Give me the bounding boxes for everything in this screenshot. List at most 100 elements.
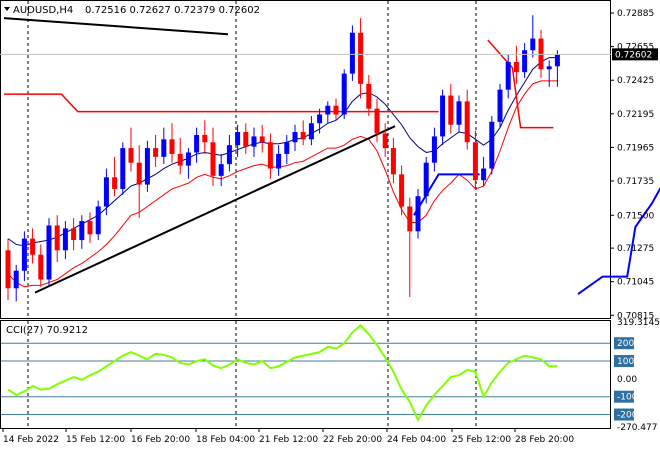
price-tick-label: 0.71735 [617,177,654,187]
candle-body [390,148,396,175]
candle-body [62,228,68,251]
cci-indicator [1,323,610,423]
candle-body [341,73,347,115]
candle-body [489,121,495,169]
candle-body [440,95,446,137]
cci-tick-label: 319.3145 [617,318,660,328]
price-tick-label: 0.72885 [617,9,654,19]
candle-body [5,250,11,289]
candle-body [95,206,101,235]
current-price-marker: 0.72602 [0,48,658,61]
candle-body [13,270,19,289]
price-tick-label: 0.72195 [617,110,654,120]
candle-body [325,105,331,115]
candle-body [308,123,314,140]
candle-body [79,221,85,241]
candle-body [251,136,257,147]
candle-body [497,89,503,122]
time-axis: 14 Feb 2022 15 Feb 12:00 16 Feb 20:00 18 Fe… [2,428,574,445]
candle-body [407,206,413,232]
candle-body [218,164,224,176]
price-tick-label: 0.71275 [617,244,654,254]
candle-body [554,54,560,67]
bollinger-lower-line [7,80,558,288]
candle-body [112,177,118,189]
candle-body [128,148,134,163]
candle-body [399,174,405,207]
candle-body [194,134,200,153]
cci-tick-badge [614,408,634,421]
candle-body [235,132,241,146]
candle-body [177,153,183,166]
candle-body [210,142,216,176]
candle-body [448,95,454,125]
cci-tick-label: -200 [617,411,638,421]
price-tick-label: 0.71045 [617,278,654,288]
candle-body [144,148,150,185]
candle-body [333,105,339,115]
candle-body [276,153,282,169]
symbol-label: AUDUSD,H4 [13,5,73,16]
cci-axis: 319.3145 200 100 0.00 -100 -200 -270.477 [614,318,660,433]
candle-body [87,221,93,235]
candle-body [226,145,232,165]
candle-body [54,225,60,251]
red-stop-line [4,93,439,113]
time-tick-label: 14 Feb 2022 [3,435,59,445]
candle-body [431,136,437,163]
candle-body [46,225,52,280]
current-price-label: 0.72602 [615,50,652,60]
candle-body [366,83,372,109]
candle-body [153,148,159,157]
time-tick-label: 24 Feb 04:00 [387,435,446,445]
candle-body [546,66,552,70]
price-tick-label: 0.71500 [617,211,654,221]
time-tick-label: 22 Feb 20:00 [323,435,382,445]
price-tick-label: 0.71965 [617,143,654,153]
cci-tick-badge [614,390,634,403]
candle-body [505,61,511,90]
cci-tick-badge [614,355,634,368]
trend-line-support [34,125,396,294]
candle-body [456,101,462,125]
candle-body [382,133,388,149]
ohlc-label: 0.72516 0.72627 0.72379 0.72602 [85,5,260,16]
blue-stop-line [577,186,660,295]
price-axis: 0.72885 0.72655 0.72425 0.72195 0.71965 0.717… [610,9,654,321]
cci-tick-badge [614,337,634,350]
cci-tick-label: 200 [617,339,634,349]
candle-body [472,142,478,181]
price-tick-label: 0.72425 [617,76,654,86]
candle-body [292,132,298,143]
candle-body [21,238,27,271]
candle-body [136,162,142,185]
symbol-dropdown-icon[interactable] [4,7,10,11]
candle-body [530,38,536,51]
time-tick-label: 25 Feb 12:00 [452,435,511,445]
cci-tick-label: 100 [617,357,634,367]
candle-body [464,101,470,143]
candle-body [300,132,306,140]
candle-body [202,134,208,143]
cci-tick-label: 0.00 [617,375,637,385]
cci-tick-label: -270.477 [617,423,657,433]
candle-body [415,196,421,232]
time-tick-label: 16 Feb 20:00 [131,435,190,445]
candle-body [120,148,126,189]
candle-body [317,114,323,124]
candle-body [30,238,36,255]
cci-label: CCI(27) 70.9212 [6,325,88,336]
main-pane-frame [0,0,611,319]
candle-body [481,168,487,181]
candle-body [267,142,273,169]
candle-body [284,142,290,154]
candle-body [349,32,355,74]
price-tick-label: 0.70815 [617,311,654,321]
candle-body [103,177,109,207]
candle-body [522,50,528,73]
candle-body [423,162,429,197]
cci-tick-label: -100 [617,393,638,403]
candle-body [358,32,364,84]
candle-body [374,108,380,134]
